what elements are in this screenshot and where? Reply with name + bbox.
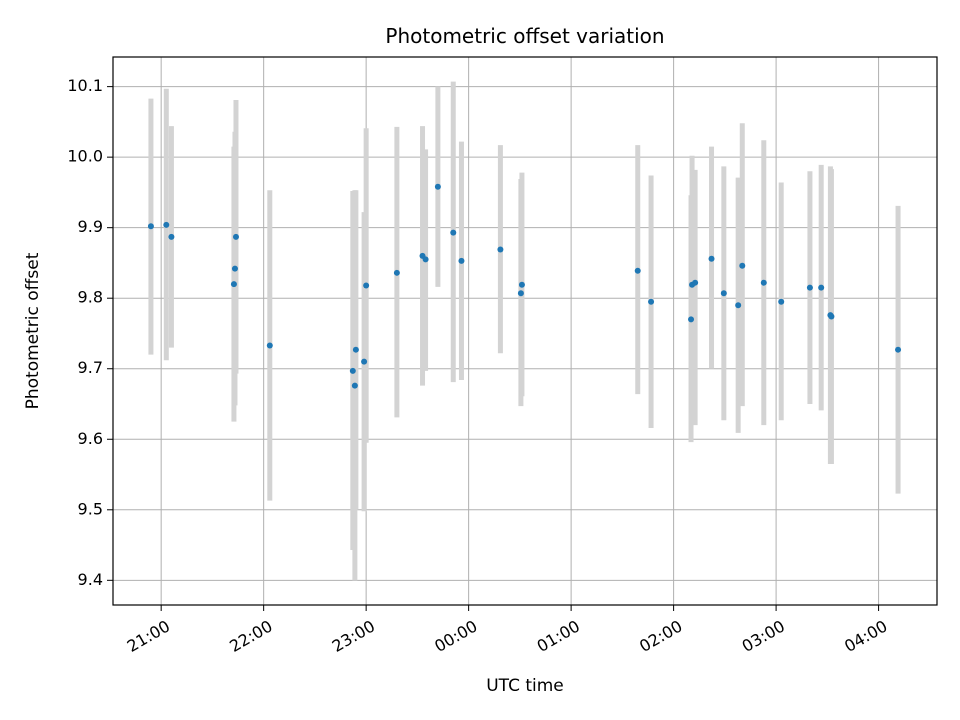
data-point: [760, 279, 767, 286]
data-point: [739, 262, 746, 269]
data-point: [688, 316, 695, 323]
data-point: [363, 282, 370, 289]
y-tick-label: 9.9: [78, 217, 103, 236]
chart-title: Photometric offset variation: [385, 24, 664, 48]
data-point: [648, 298, 655, 305]
y-tick-label: 10.0: [67, 147, 103, 166]
data-point: [434, 183, 441, 190]
data-point: [163, 221, 170, 228]
grid: [113, 57, 937, 605]
data-point: [518, 281, 525, 288]
data-point: [168, 233, 175, 240]
data-point: [266, 342, 273, 349]
data-point: [352, 346, 359, 353]
data-point: [349, 367, 356, 374]
data-point: [231, 265, 238, 272]
data-point: [806, 284, 813, 291]
y-tick-label: 10.1: [67, 76, 103, 95]
data-point: [692, 279, 699, 286]
data-point: [818, 284, 825, 291]
data-point: [422, 256, 429, 263]
data-point: [828, 313, 835, 320]
y-tick-label: 9.7: [78, 358, 103, 377]
data-point: [361, 358, 368, 365]
data-point: [232, 233, 239, 240]
y-tick-label: 9.5: [78, 499, 103, 518]
y-tick-label: 9.8: [78, 288, 103, 307]
data-point: [895, 346, 902, 353]
data-point: [497, 246, 504, 253]
data-point: [517, 290, 524, 297]
data-points: [147, 183, 902, 389]
data-point: [720, 290, 727, 297]
y-axis-title: Photometric offset: [23, 252, 43, 409]
data-point: [708, 255, 715, 262]
data-point: [450, 229, 457, 236]
data-point: [634, 267, 641, 274]
data-point: [778, 298, 785, 305]
data-point: [230, 281, 237, 288]
data-point: [393, 269, 400, 276]
data-point: [147, 223, 154, 230]
y-tick-label: 9.4: [78, 570, 103, 589]
y-tick-label: 9.6: [78, 429, 103, 448]
x-axis-title: UTC time: [486, 676, 564, 696]
plot-frame: [112, 56, 938, 606]
data-point: [351, 382, 358, 389]
data-point: [735, 302, 742, 309]
data-point: [458, 257, 465, 264]
